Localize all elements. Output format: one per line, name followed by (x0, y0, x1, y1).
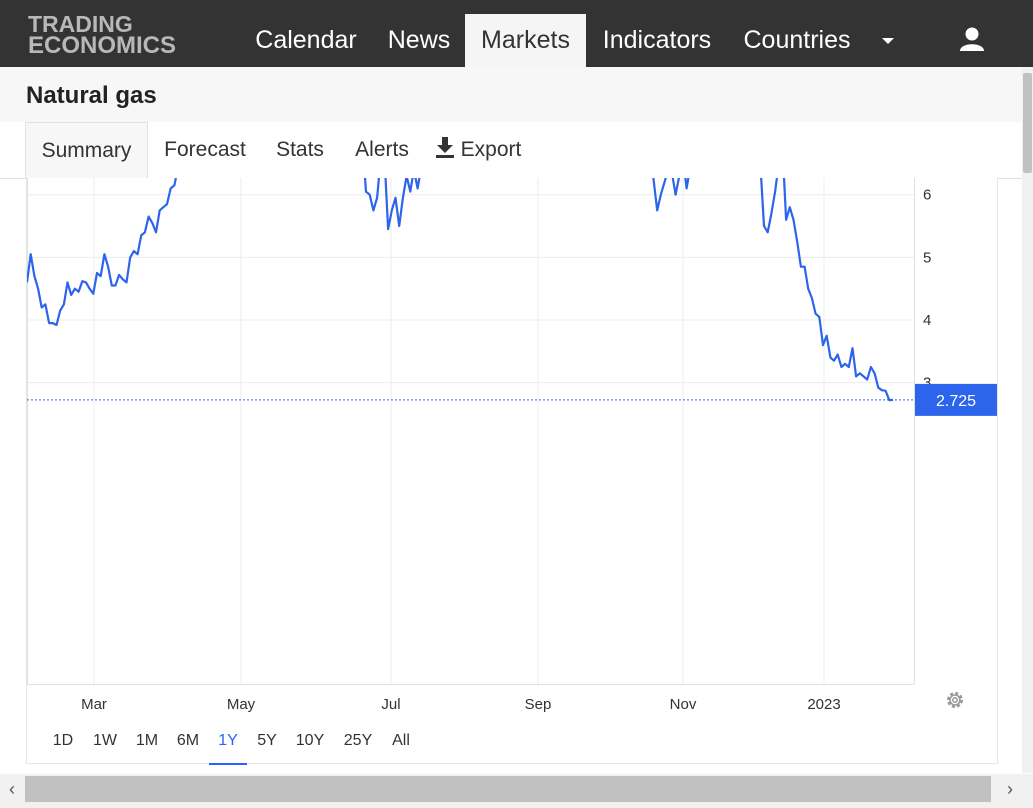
x-tick-label: Sep (525, 696, 552, 713)
trading-economics-logo[interactable]: TRADING ECONOMICS (28, 11, 203, 59)
nav-indicators[interactable]: Indicators (602, 26, 712, 54)
range-5y[interactable]: 5Y (257, 732, 277, 749)
tab-export-label: Export (460, 138, 522, 161)
logo-line-2: ECONOMICS (28, 32, 177, 59)
range-10y[interactable]: 10Y (295, 732, 325, 749)
user-icon[interactable] (958, 26, 986, 52)
range-1w[interactable]: 1W (93, 732, 117, 749)
tab-bar: Summary Forecast Stats Alerts Export (0, 122, 1022, 179)
range-1d[interactable]: 1D (52, 732, 74, 749)
gear-icon[interactable] (945, 690, 965, 710)
horizontal-scrollbar-thumb[interactable] (25, 776, 991, 802)
nav-markets[interactable]: Markets (465, 14, 586, 67)
range-1y[interactable]: 1Y (209, 729, 247, 765)
x-tick-label: Mar (81, 696, 107, 713)
tab-forecast[interactable]: Forecast (164, 138, 246, 161)
range-6m[interactable]: 6M (176, 732, 200, 749)
nav-countries[interactable]: Countries (743, 26, 851, 54)
y-tick-label: 4 (923, 312, 931, 329)
scroll-right-icon[interactable]: › (1007, 779, 1013, 799)
last-value-label: 2.725 (936, 393, 976, 410)
tab-stats[interactable]: Stats (276, 138, 324, 161)
tab-summary[interactable]: Summary (25, 122, 148, 179)
horizontal-scrollbar[interactable]: ‹ › (0, 774, 1033, 808)
nav-calendar[interactable]: Calendar (255, 26, 357, 54)
download-icon (435, 137, 454, 159)
scroll-left-icon[interactable]: ‹ (9, 779, 15, 799)
price-chart[interactable]: 345678910MarMayJulSepNov20232.725 (27, 178, 997, 728)
title-band: Natural gas (0, 67, 1022, 123)
y-tick-label: 6 (923, 187, 931, 204)
range-1m[interactable]: 1M (135, 732, 159, 749)
vertical-scrollbar[interactable] (1022, 67, 1033, 773)
caret-down-icon[interactable] (882, 38, 894, 44)
tab-alerts[interactable]: Alerts (355, 138, 409, 161)
range-25y[interactable]: 25Y (343, 732, 373, 749)
y-tick-label: 3 (923, 375, 931, 392)
x-tick-label: Nov (670, 696, 697, 713)
chart-panel: 345678910MarMayJulSepNov20232.725 1D 1W … (26, 178, 998, 765)
logo-line-1: TRADING (28, 11, 133, 37)
last-value-badge (915, 383, 997, 416)
x-tick-label: May (227, 696, 256, 713)
nav-news[interactable]: News (387, 26, 451, 54)
range-all[interactable]: All (392, 732, 410, 749)
top-navigation-bar: TRADING ECONOMICS Calendar News Markets … (0, 0, 1033, 67)
page-title: Natural gas (26, 82, 157, 109)
tab-export[interactable]: Export (428, 122, 528, 178)
y-tick-label: 5 (923, 249, 931, 266)
x-tick-label: Jul (381, 696, 400, 713)
series-line (27, 178, 894, 402)
x-tick-label: 2023 (807, 696, 840, 713)
vertical-scrollbar-thumb[interactable] (1023, 73, 1032, 173)
